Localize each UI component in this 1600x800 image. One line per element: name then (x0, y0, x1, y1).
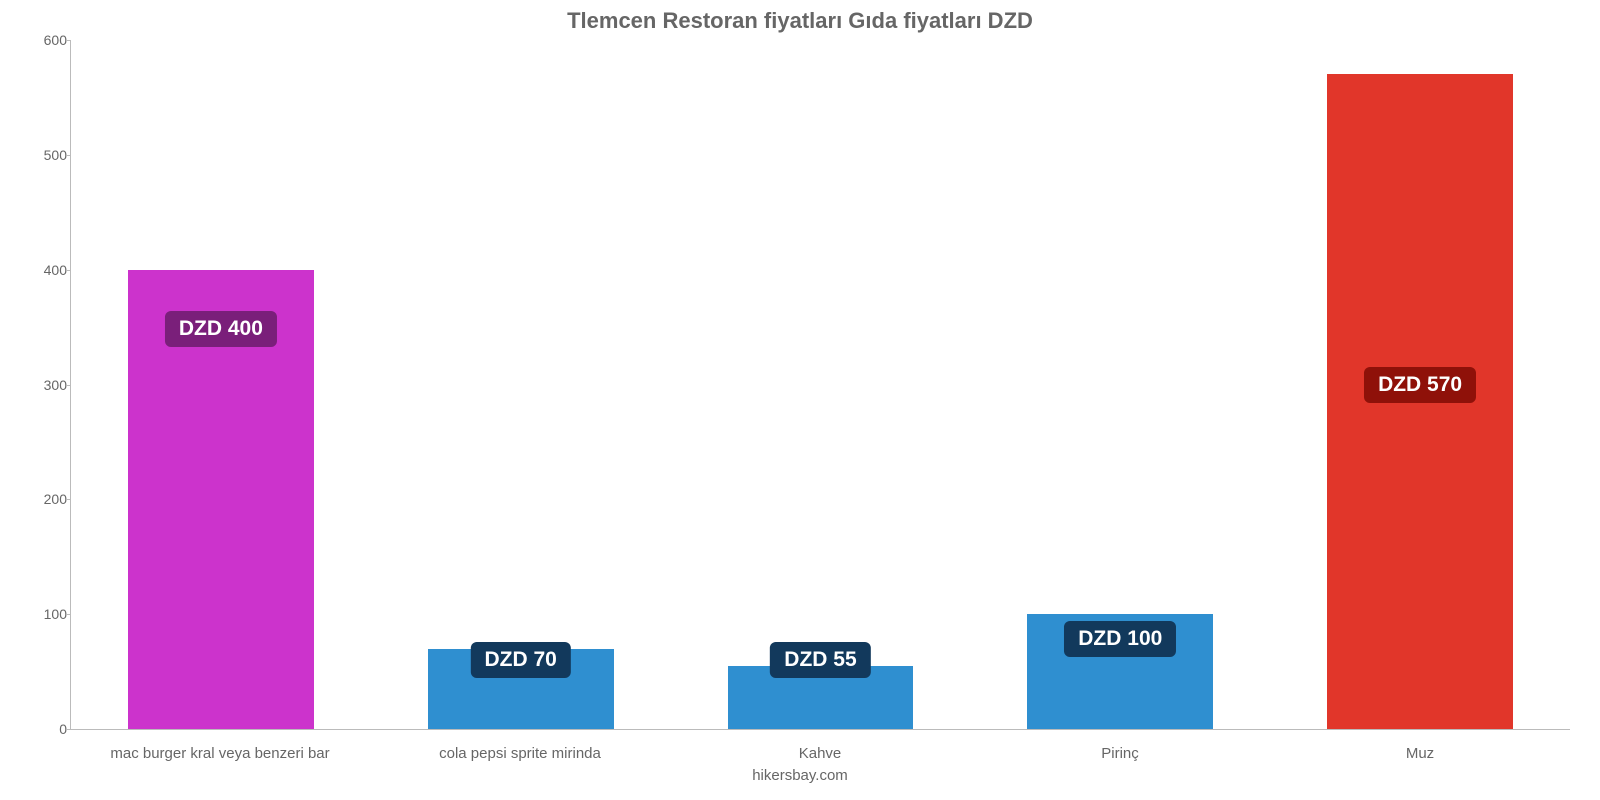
bar-slot: DZD 70 (371, 40, 671, 729)
y-tick-mark (66, 499, 71, 500)
plot-area: DZD 400DZD 70DZD 55DZD 100DZD 570 010020… (70, 40, 1570, 730)
y-tick-label: 200 (31, 491, 67, 507)
value-badge-wrap: DZD 100 (1064, 621, 1176, 657)
chart-title: Tlemcen Restoran fiyatları Gıda fiyatlar… (0, 8, 1600, 34)
value-badge-wrap: DZD 55 (770, 642, 870, 678)
y-tick-mark (66, 270, 71, 271)
value-badge: DZD 55 (770, 642, 870, 678)
y-tick-mark (66, 614, 71, 615)
x-axis-label: Kahve (670, 745, 970, 762)
bar-slot: DZD 400 (71, 40, 371, 729)
y-tick-label: 0 (31, 721, 67, 737)
value-badge-wrap: DZD 570 (1364, 367, 1476, 403)
y-tick-mark (66, 40, 71, 41)
x-axis-labels: mac burger kral veya benzeri barcola pep… (70, 745, 1570, 762)
value-badge: DZD 70 (471, 642, 571, 678)
x-axis-label: mac burger kral veya benzeri bar (70, 745, 370, 762)
x-axis-label: cola pepsi sprite mirinda (370, 745, 670, 762)
y-tick-label: 300 (31, 377, 67, 393)
attribution-text: hikersbay.com (0, 767, 1600, 784)
value-badge: DZD 100 (1064, 621, 1176, 657)
y-tick-label: 100 (31, 606, 67, 622)
price-bar-chart: Tlemcen Restoran fiyatları Gıda fiyatlar… (0, 0, 1600, 800)
y-tick-mark (66, 385, 71, 386)
value-badge: DZD 400 (165, 311, 277, 347)
bar-slot: DZD 570 (1270, 40, 1570, 729)
y-tick-label: 400 (31, 262, 67, 278)
y-tick-label: 500 (31, 147, 67, 163)
bar-slot: DZD 55 (671, 40, 971, 729)
x-axis-label: Pirinç (970, 745, 1270, 762)
bar-slot: DZD 100 (970, 40, 1270, 729)
y-tick-mark (66, 155, 71, 156)
x-axis-label: Muz (1270, 745, 1570, 762)
value-badge-wrap: DZD 70 (471, 642, 571, 678)
y-tick-mark (66, 729, 71, 730)
value-badge: DZD 570 (1364, 367, 1476, 403)
bars-row: DZD 400 DZD 70 DZD 55 DZD 100 DZD 570 (71, 40, 1570, 729)
y-tick-label: 600 (31, 32, 67, 48)
value-badge-wrap: DZD 400 (165, 311, 277, 347)
